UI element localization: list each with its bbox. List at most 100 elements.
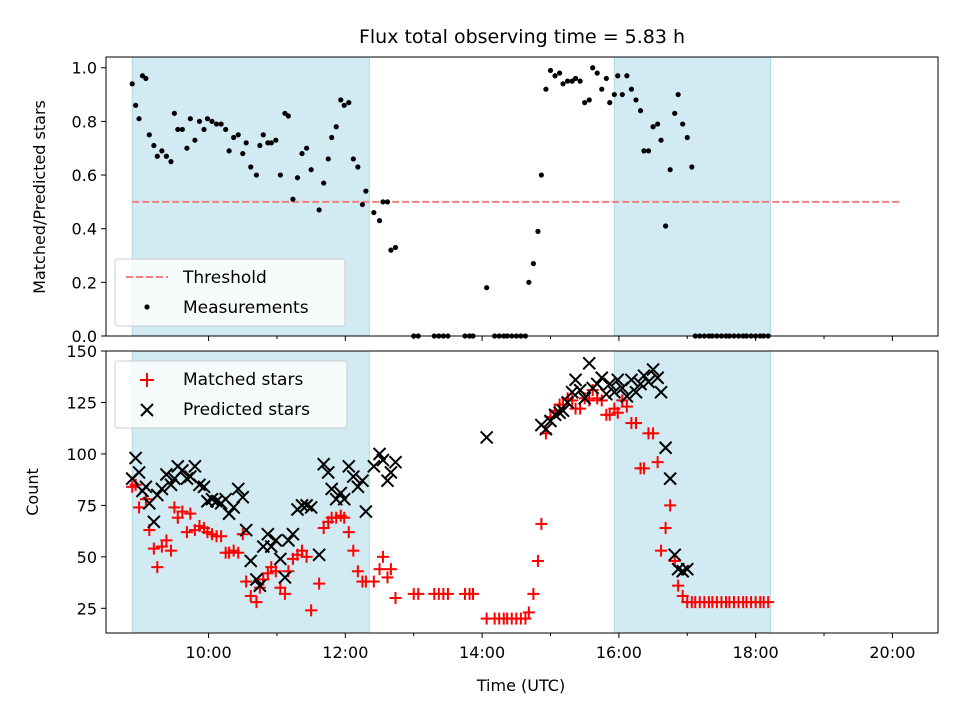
matched-star-point (620, 400, 633, 413)
measurement-point (290, 196, 296, 202)
predicted-star-point (603, 377, 617, 391)
predicted-star-point (668, 548, 682, 562)
matched-star-point (651, 456, 664, 469)
measurement-point (192, 137, 198, 143)
legend-predicted-swatch (140, 403, 154, 417)
measurement-point (689, 164, 695, 170)
matched-star-point (583, 394, 596, 407)
measurement-point (268, 140, 274, 146)
matched-star-point (168, 501, 181, 514)
predicted-star-point (346, 469, 361, 484)
measurement-point (615, 73, 621, 79)
bottom-ytick-label: 25 (77, 599, 97, 618)
measurement-point (168, 159, 174, 165)
matched-star-point (441, 587, 454, 600)
predicted-star-point (316, 457, 331, 471)
matched-star-point (305, 604, 318, 617)
top-legend-box (114, 258, 346, 327)
predicted-star-point (380, 473, 395, 488)
measurement-point (526, 279, 532, 285)
measurement-point (341, 102, 347, 108)
matched-star-point (603, 408, 616, 421)
matched-star-point (376, 550, 389, 563)
bottom-panel-frame (105, 350, 939, 634)
matched-star-point (519, 612, 532, 625)
predicted-star-point (337, 492, 351, 506)
predicted-star-point (197, 480, 211, 494)
matched-star-point (232, 546, 245, 559)
matched-star-point (466, 587, 479, 600)
measurement-point (223, 126, 229, 133)
predicted-star-point (367, 459, 381, 473)
predicted-star-point (384, 465, 398, 480)
matched-star-point (164, 544, 177, 557)
predicted-star-point (577, 391, 592, 406)
measurement-point (586, 97, 592, 103)
matched-star-point (147, 542, 160, 555)
matched-star-point (373, 563, 386, 576)
measurement-point (650, 124, 656, 130)
measurement-point (243, 140, 249, 146)
top-panel-y-axis: 0.0 0.2 0.4 0.6 0.8 1.0 (72, 59, 106, 346)
measurement-point (294, 175, 301, 181)
top-panel-ylabel: Matched/Predicted stars (30, 100, 49, 294)
matched-star-point (527, 587, 540, 600)
predicted-star-point (611, 373, 625, 387)
measurement-point (248, 164, 254, 170)
measurement-point (196, 118, 203, 124)
bottom-panel-legend: Matched stars Predicted stars (114, 360, 348, 429)
measurement-point (655, 121, 661, 127)
matched-star-point (655, 544, 668, 557)
bottom-ytick-label: 100 (66, 445, 97, 464)
measurement-point (159, 148, 165, 154)
xtick-label: 18:00 (733, 643, 779, 662)
xtick-label: 14:00 (459, 643, 505, 662)
predicted-star-point (155, 482, 169, 496)
measurement-point (235, 132, 241, 138)
xtick-label: 20:00 (869, 643, 915, 662)
predicted-star-point (607, 385, 622, 399)
matched-star-point (586, 384, 599, 397)
matched-star-point (347, 544, 360, 557)
measurement-point (371, 209, 377, 216)
matched-star-point (637, 462, 650, 475)
measurement-point (641, 148, 647, 154)
predicted-star-point (620, 389, 634, 403)
matched-star-point (384, 563, 397, 576)
measurement-point (603, 75, 609, 82)
legend-measurements-swatch (144, 304, 150, 310)
predicted-star-point (147, 515, 161, 529)
matched-star-point (629, 417, 642, 430)
measurement-point (303, 145, 310, 151)
measurement-point (226, 148, 232, 154)
measurement-point (175, 126, 181, 133)
predicted-star-point (680, 562, 694, 576)
measurement-point (338, 97, 344, 103)
predicted-star-point (654, 385, 668, 399)
matched-star-point (155, 540, 168, 553)
predicted-star-point (359, 504, 373, 519)
predicted-star-point (658, 441, 673, 455)
matched-star-point (664, 499, 677, 512)
predicted-star-point (222, 506, 236, 521)
predicted-star-point (582, 356, 596, 371)
measurement-point (684, 134, 690, 141)
measurement-point (329, 134, 335, 141)
measurement-point (201, 126, 207, 133)
predicted-star-point (264, 539, 278, 554)
matched-star-point (317, 522, 330, 535)
measurement-point (637, 108, 644, 114)
predicted-star-point (650, 371, 665, 385)
xtick-label: 12:00 (322, 643, 368, 662)
bottom-panel-ylabel: Count (23, 468, 42, 516)
measurement-point (316, 207, 322, 213)
measurement-point (129, 81, 135, 87)
measurement-point (484, 285, 490, 291)
measurement-point (218, 121, 224, 127)
measurement-point (572, 75, 579, 82)
bottom-ytick-label: 125 (66, 393, 97, 412)
matched-star-point (171, 511, 184, 524)
predicted-star-point (351, 480, 365, 494)
bottom-legend-box (114, 360, 348, 429)
measurement-point (564, 78, 571, 84)
